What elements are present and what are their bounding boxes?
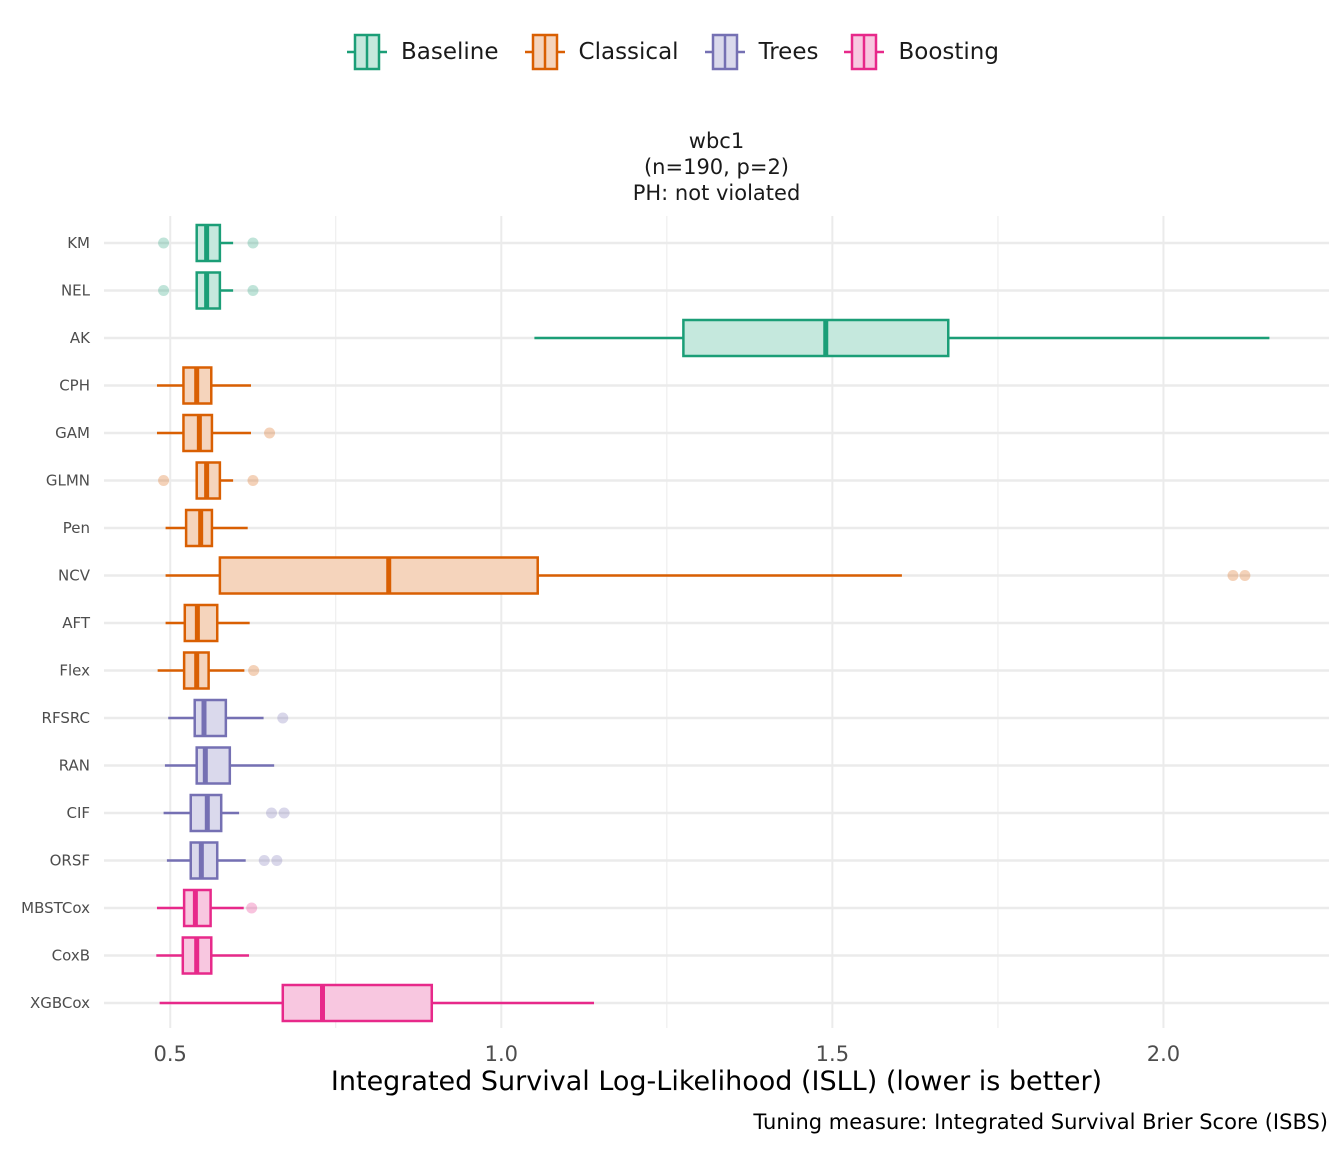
legend-key-trees: [704, 33, 745, 71]
y-tick-label-orsf: ORSF: [50, 852, 90, 870]
y-tick-label-xgbcox: XGBCox: [30, 994, 90, 1012]
legend-item-baseline: Baseline: [345, 30, 499, 74]
strip-dimensions: (n=190, p=2): [643, 155, 789, 179]
y-tick-label-aft: AFT: [62, 614, 91, 632]
legend-item-classical: Classical: [523, 30, 679, 74]
iqr-box: [218, 556, 539, 595]
outlier-point: [247, 285, 259, 296]
outlier-point: [264, 427, 276, 439]
facet-strip-title: wbc1 (n=190, p=2) PH: not violated: [104, 128, 1329, 206]
legend-key-baseline: [347, 33, 388, 71]
y-tick-label-gam: GAM: [55, 424, 90, 442]
box-cif: [163, 793, 290, 833]
y-tick-label-flex: Flex: [59, 662, 90, 680]
outlier-point: [158, 475, 170, 486]
outlier-point: [246, 902, 258, 914]
outlier-point: [247, 237, 259, 249]
iqr-box: [193, 698, 228, 738]
box-gam: [156, 413, 276, 453]
iqr-box: [189, 841, 219, 880]
legend: Baseline Classical Trees Boosting: [0, 30, 1344, 74]
x-tick-label-3: 2.0: [1147, 1042, 1180, 1066]
y-tick-label-cph: CPH: [59, 377, 90, 395]
box-glmn: [158, 461, 259, 500]
x-tick-label-2: 1.5: [816, 1042, 849, 1066]
y-tick-label-ncv: NCV: [58, 567, 91, 585]
outlier-point: [158, 237, 170, 249]
legend-label-boosting: Boosting: [898, 39, 999, 65]
legend-item-trees: Trees: [703, 30, 819, 74]
outlier-point: [158, 285, 170, 296]
strip-dataset: wbc1: [688, 129, 745, 153]
y-tick-label-rfsrc: RFSRC: [42, 709, 90, 727]
caption: Tuning measure: Integrated Survival Brie…: [753, 1110, 1328, 1134]
box-ncv: [165, 556, 1251, 595]
outlier-point: [258, 855, 270, 866]
outlier-point: [278, 807, 290, 819]
box-nel: [158, 271, 259, 310]
x-tick-label-0: 0.5: [154, 1042, 187, 1066]
legend-label-baseline: Baseline: [401, 39, 499, 65]
box-cph: [156, 366, 251, 405]
legend-key-boosting: [844, 33, 885, 71]
y-tick-label-mbstcox: MBSTCox: [21, 899, 90, 917]
box-orsf: [166, 841, 283, 880]
box-km: [158, 223, 259, 263]
outlier-point: [277, 712, 289, 724]
box-aft: [165, 603, 250, 643]
legend-label-classical: Classical: [578, 39, 679, 65]
box-mbstcox: [156, 888, 258, 928]
legend-label-trees: Trees: [758, 39, 819, 65]
x-tick-label-1: 1.0: [485, 1042, 518, 1066]
box-rfsrc: [168, 698, 289, 738]
box-flex: [157, 651, 260, 690]
box-coxb: [156, 936, 250, 975]
strip-ph-status: PH: not violated: [632, 181, 801, 205]
y-tick-label-coxb: CoxB: [52, 947, 90, 965]
box-ran: [164, 746, 275, 785]
y-tick-label-pen: Pen: [63, 519, 90, 537]
y-tick-label-ran: RAN: [59, 757, 90, 775]
y-tick-label-km: KM: [67, 234, 90, 252]
y-tick-label-glmn: GLMN: [46, 472, 90, 490]
y-tick-label-nel: NEL: [61, 282, 91, 300]
outlier-point: [271, 855, 283, 866]
legend-key-classical: [524, 33, 565, 71]
outlier-point: [248, 665, 260, 676]
legend-item-boosting: Boosting: [842, 30, 999, 74]
box-pen: [165, 508, 248, 548]
iqr-box: [183, 603, 219, 643]
outlier-point: [1227, 570, 1239, 581]
y-tick-label-ak: AK: [70, 329, 91, 347]
y-tick-label-cif: CIF: [66, 804, 90, 822]
outlier-point: [1239, 570, 1251, 581]
box-xgbcox: [159, 983, 594, 1023]
iqr-box: [195, 746, 232, 785]
iqr-box: [682, 318, 950, 358]
box-ak: [534, 318, 1270, 358]
x-axis-title: Integrated Survival Log-Likelihood (ISLL…: [330, 1066, 1103, 1097]
outlier-point: [247, 475, 259, 486]
outlier-point: [266, 807, 278, 819]
iqr-box: [281, 983, 434, 1023]
